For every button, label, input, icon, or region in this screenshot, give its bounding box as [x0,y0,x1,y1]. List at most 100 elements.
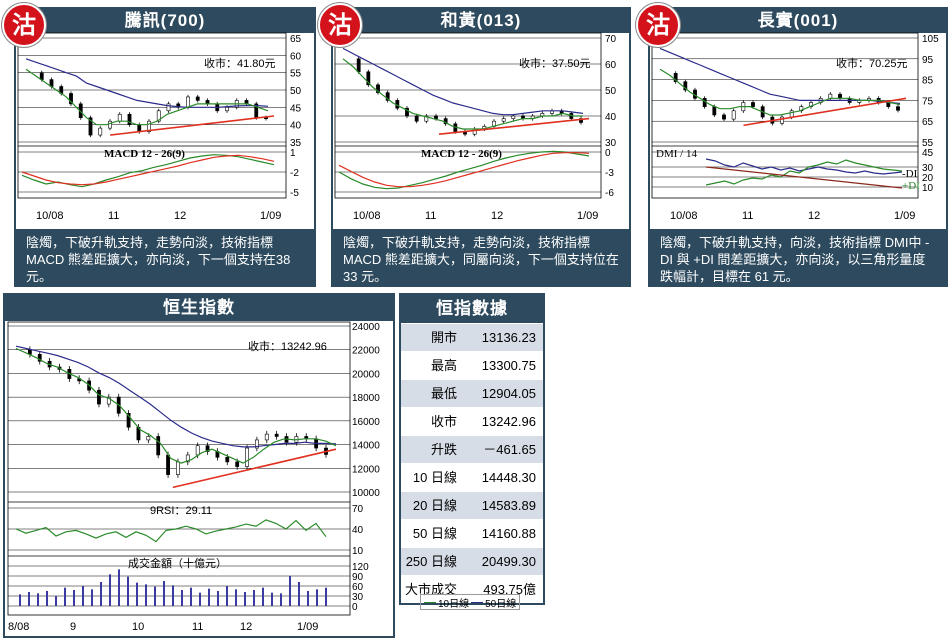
price-candle [896,106,900,111]
indicator-tick-label: -3 [605,168,614,179]
price-candle [88,117,93,136]
price-candle [186,96,190,108]
month-label: 11 [108,210,119,222]
month-label: 1/09 [577,210,598,222]
month-label: 12 [808,210,820,222]
ma10-legend-label: 10日線 [438,598,470,610]
price-tick-label: 55 [290,69,302,80]
rsi-tick-label: 40 [352,525,364,536]
month-label: 12 [491,210,503,222]
volume-bar [289,576,291,606]
hutchison-panel: 和黃(013) 陰燭，下破升軌支持，走勢向淡，技術指標MACD 熊差距擴大，同屬… [331,7,631,287]
volume-bar [37,593,39,606]
hsi-candle [156,436,161,456]
ma10-line [342,58,583,130]
close-label: 收市：41.80元 [204,56,276,70]
hsi-price-tick-label: 10000 [352,488,380,499]
hsi-candle [245,447,249,467]
volume-bar [199,592,201,606]
table-row: 開市 13136.23 [401,323,543,351]
table-row-label: 大市成交 [401,576,463,603]
volume-bar [325,587,327,606]
macd-line [338,150,590,190]
table-row-label: 收市 [401,408,463,435]
price-candle [434,115,438,119]
price-tick-label: 60 [290,51,302,62]
volume-bar [136,582,138,606]
hsi-month-label: 12 [240,621,252,633]
tencent-description: 陰燭，下破升軌支持，走勢向淡，技術指標MACD 熊差距擴大，亦向淡，下一個支持在… [16,229,314,285]
macd-label: MACD 12 - 26(9) [421,148,502,160]
hsi-candle [176,461,180,475]
volume-bar [298,582,300,606]
cheungkong-title: 長實(001) [650,9,946,33]
volume-bar [208,588,210,606]
hsi-price-tick-label: 18000 [352,393,380,404]
hsi-price-tick-label: 12000 [352,464,380,475]
hsi-price-tick-label: 24000 [352,322,380,333]
table-row: 最高 13300.75 [401,351,543,379]
month-label: 11 [742,210,753,222]
short-badge-cheungkong: 沽 [636,3,680,47]
volume-bar [55,596,57,606]
signal-line [338,152,590,188]
price-candle [366,71,371,86]
volume-bar [118,569,120,606]
table-row-value: －461.65 [463,436,543,463]
volume-bar [280,593,282,606]
price-candle [683,81,688,91]
month-label: 12 [174,210,186,222]
indicator-tick-label: 45 [922,148,934,159]
price-tick-label: 35 [290,138,302,149]
neg-di-label: -DI [902,168,918,180]
volume-bar [19,594,21,606]
rsi-label: 9RSI：29.11 [150,505,212,517]
volume-bar [46,591,48,606]
hsi-candle [205,445,210,452]
hsi-support-trendline [172,448,337,489]
price-candle [264,117,268,120]
price-candle [156,110,161,122]
price-candle [579,118,583,123]
price-candle [838,93,842,99]
month-label: 11 [425,210,436,222]
volume-bar [316,589,318,606]
support-trendline [438,117,590,135]
table-row: 收市 13242.96 [401,407,543,435]
price-candle [405,107,409,117]
table-row-value: 14160.88 [463,520,543,547]
volume-tick-label: 30 [352,592,364,603]
price-tick-label: 50 [290,86,302,97]
hsi-title: 恒生指數 [5,295,393,321]
table-row-label: 開市 [401,324,463,351]
price-candle [117,113,122,122]
ma50-swatch [471,601,484,603]
chart-frame [651,32,919,199]
hsi-candle [255,439,259,449]
table-row-label: 50 日線 [401,520,463,547]
price-tick-label: 70 [605,34,617,45]
indicator-tick-label: -2 [290,168,299,179]
hsi-table-title: 恒指數據 [401,295,543,323]
month-label: 1/09 [894,210,915,222]
price-tick-label: 60 [605,60,617,71]
volume-bar [217,591,219,606]
table-row-value: 14583.89 [463,492,543,519]
cheungkong-panel: 長實(001) 陰燭，下破升軌支持，向淡，技術指標 DMI中 -DI 與 +DI… [648,7,948,287]
volume-bar [235,589,237,606]
price-candle [137,124,142,132]
price-tick-label: 30 [605,138,617,149]
hutchison-title: 和黃(013) [333,9,629,33]
volume-bar [271,592,273,606]
indicator-tick-label: -6 [605,188,614,199]
price-candle [69,93,73,105]
volume-bar [109,574,111,606]
table-row-value: 20499.30 [463,548,543,575]
table-row: 最低 12904.05 [401,379,543,407]
ma-legend: 10日線 50日線 [420,594,521,610]
volume-bar [181,590,183,606]
table-row-value: 14448.30 [463,464,543,491]
volume-tick-label: 60 [352,582,364,593]
volume-tick-label: 0 [352,602,358,613]
price-candle [225,107,229,112]
